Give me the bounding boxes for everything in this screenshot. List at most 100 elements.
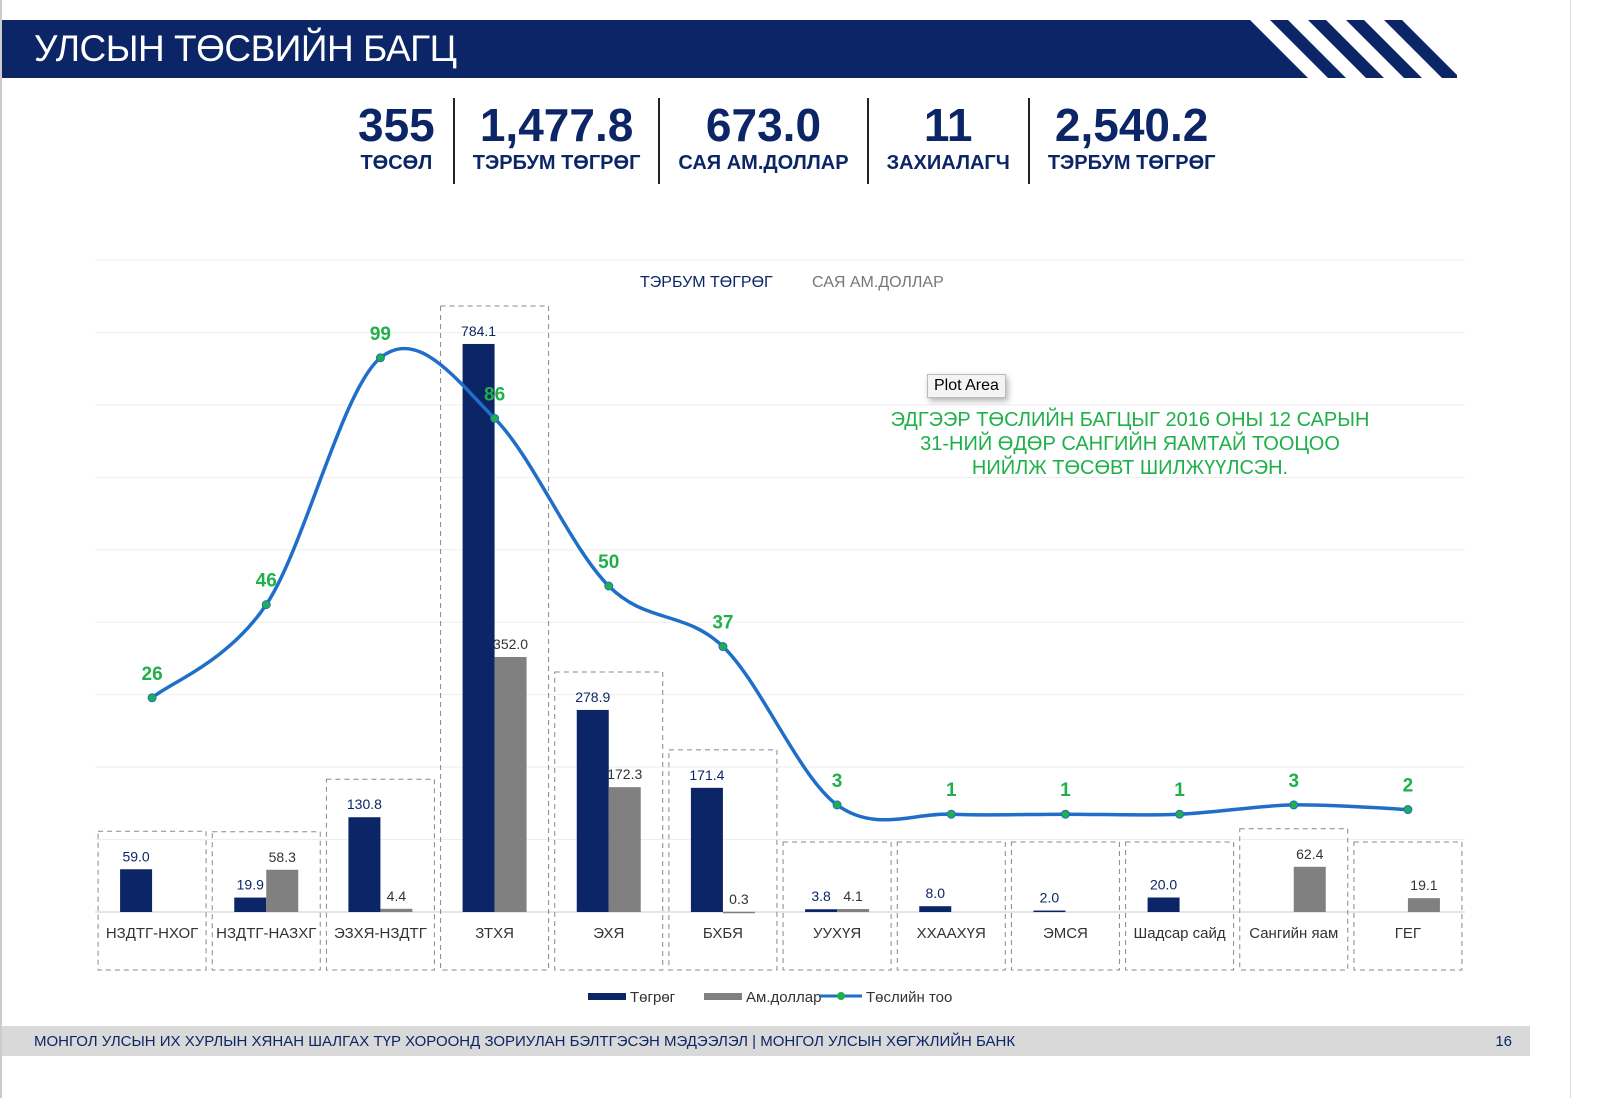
bar-value-label: 172.3	[607, 766, 642, 782]
line-marker	[147, 693, 157, 703]
stripe-decoration	[1250, 20, 1460, 78]
bar-dollar	[380, 908, 413, 912]
kpi: 355 ТӨСӨЛ	[340, 98, 455, 184]
bar-tugrik	[1147, 897, 1180, 912]
bar-value-label: 352.0	[493, 636, 528, 652]
bar-tugrik	[919, 906, 952, 912]
annotation-line: 31-НИЙ ӨДӨР САНГИЙН ЯАМТАЙ ТООЦОО	[920, 433, 1340, 455]
bar-dollar	[1407, 898, 1440, 912]
bar-value-label: 19.1	[1410, 877, 1437, 893]
kpi-value: 2,540.2	[1054, 99, 1209, 151]
category-box	[1010, 841, 1120, 971]
line-value-label: 37	[712, 613, 733, 634]
category-box	[896, 841, 1006, 971]
category-box	[1125, 841, 1235, 971]
kpi-value: 11	[923, 99, 973, 151]
x-tick-label: Сангийн яам	[1249, 925, 1338, 942]
plot-area-tooltip: Plot Area	[927, 374, 1006, 398]
category-box	[440, 305, 550, 971]
kpi-label: ТЭРБУМ ТӨГРӨГ	[1047, 152, 1216, 174]
line-value-label: 50	[598, 552, 619, 573]
legend-swatch	[704, 993, 742, 1000]
category-box	[97, 830, 207, 971]
line-value-label: 99	[370, 324, 391, 345]
x-tick-label: НЗДТГ-НАЗХГ	[216, 925, 316, 942]
toggle-tugrik[interactable]: ТЭРБУМ ТӨГРӨГ	[640, 274, 773, 291]
line-marker	[1060, 809, 1070, 819]
bar-dollar	[494, 656, 527, 912]
line-value-label: 2	[1403, 776, 1414, 797]
bar-tugrik	[690, 787, 723, 912]
bar-dollar	[1293, 866, 1326, 912]
kpi-value: 1,477.8	[479, 99, 634, 151]
x-tick-label: ЭЗХЯ-НЗДТГ	[334, 925, 427, 942]
line-marker	[1289, 800, 1299, 810]
category-box	[554, 671, 664, 971]
legend-label: Төгрөг	[630, 989, 676, 1006]
x-tick-label: ХХААХҮЯ	[917, 925, 986, 942]
chart-annotation: ЭДГЭЭР ТӨСЛИЙН БАГЦЫГ 2016 ОНЫ 12 САРЫН …	[880, 408, 1380, 480]
bar-dollar	[837, 909, 870, 912]
legend-label: Ам.доллар	[746, 989, 821, 1006]
line-marker	[1175, 809, 1185, 819]
bar-value-label: 59.0	[122, 848, 149, 864]
line-marker	[604, 581, 614, 591]
bar-value-label: 20.0	[1150, 877, 1177, 893]
kpi-row: 355 ТӨСӨЛ 1,477.8 ТЭРБУМ ТӨГРӨГ 673.0 САЯ А…	[340, 98, 1233, 184]
bar-tugrik	[348, 817, 381, 912]
x-tick-label: Шадсар сайд	[1133, 925, 1225, 942]
category-box	[1239, 828, 1349, 971]
footer-text: МОНГОЛ УЛСЫН ИХ ХУРЛЫН ХЯНАН ШАЛГАХ ТҮР …	[34, 1033, 1016, 1050]
line-marker	[261, 600, 271, 610]
kpi-label: ЗАХИАЛАГЧ	[886, 152, 1010, 174]
line-value-label: 1	[946, 780, 957, 801]
line-marker	[832, 800, 842, 810]
kpi: 673.0 САЯ АМ.ДОЛЛАР	[660, 98, 869, 184]
line-marker	[946, 809, 956, 819]
line-value-label: 3	[832, 771, 843, 792]
bar-value-label: 784.1	[461, 323, 496, 339]
category-box	[325, 778, 435, 971]
kpi-label: САЯ АМ.ДОЛЛАР	[678, 152, 849, 174]
category-box	[211, 831, 321, 971]
line-value-label: 26	[142, 664, 163, 685]
x-tick-label: ЭХЯ	[593, 925, 624, 942]
page-number: 16	[1495, 1033, 1512, 1050]
line-marker	[718, 642, 728, 652]
title-banner: УЛСЫН ТӨСВИЙН БАГЦ	[2, 20, 1457, 78]
kpi-label: ТӨСӨЛ	[360, 152, 433, 174]
toggle-dollar[interactable]: САЯ АМ.ДОЛЛАР	[812, 274, 944, 291]
legend-swatch	[588, 993, 626, 1000]
bar-tugrik	[576, 709, 609, 912]
legend-marker	[837, 992, 845, 1000]
x-tick-label: ЗТХЯ	[475, 925, 514, 942]
bar-tugrik	[462, 343, 495, 912]
bar-tugrik	[805, 909, 838, 912]
line-value-label: 1	[1174, 780, 1185, 801]
bar-tugrik	[1033, 910, 1066, 913]
bar-value-label: 4.1	[843, 888, 863, 904]
category-box	[782, 841, 892, 971]
bar-dollar	[608, 787, 641, 912]
bar-value-label: 19.9	[237, 877, 264, 893]
kpi: 11 ЗАХИАЛАГЧ	[869, 98, 1030, 184]
kpi: 2,540.2 ТЭРБУМ ТӨГРӨГ	[1030, 98, 1234, 184]
annotation-line: ЭДГЭЭР ТӨСЛИЙН БАГЦЫГ 2016 ОНЫ 12 САРЫН	[890, 409, 1370, 431]
x-tick-label: ГЕГ	[1395, 925, 1421, 942]
line-value-label: 46	[256, 571, 277, 592]
x-tick-label: УУХҮЯ	[813, 925, 861, 942]
kpi-label: ТЭРБУМ ТӨГРӨГ	[472, 152, 641, 174]
kpi-value: 673.0	[705, 99, 822, 151]
legend-label: Төслийн тоо	[866, 989, 952, 1006]
bar-value-label: 171.4	[689, 767, 724, 783]
annotation-line: НИЙЛЖ ТӨСӨВТ ШИЛЖҮҮЛСЭН.	[971, 457, 1289, 479]
line-marker	[1403, 805, 1413, 815]
x-tick-label: ЭМСЯ	[1043, 925, 1088, 942]
bar-dollar	[722, 911, 755, 914]
bar-dollar	[266, 869, 299, 912]
bar-value-label: 0.3	[729, 891, 749, 907]
bar-tugrik	[120, 869, 153, 912]
kpi-value: 355	[358, 99, 435, 151]
